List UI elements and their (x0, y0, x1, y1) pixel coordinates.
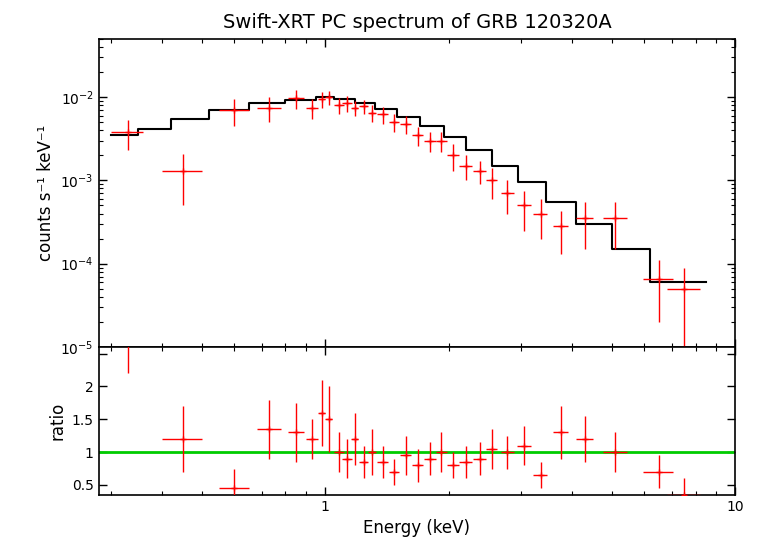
X-axis label: Energy (keV): Energy (keV) (363, 519, 471, 537)
Y-axis label: ratio: ratio (48, 402, 66, 440)
Title: Swift-XRT PC spectrum of GRB 120320A: Swift-XRT PC spectrum of GRB 120320A (223, 13, 611, 32)
Y-axis label: counts s⁻¹ keV⁻¹: counts s⁻¹ keV⁻¹ (36, 125, 55, 261)
